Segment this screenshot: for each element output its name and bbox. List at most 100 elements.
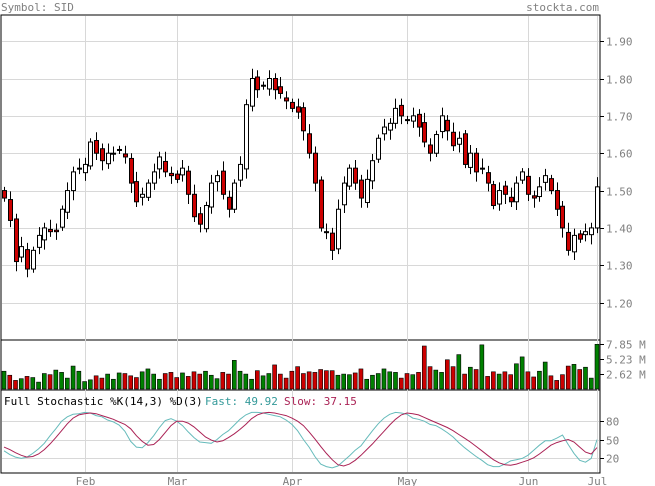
volume-bar (301, 373, 306, 390)
volume-bar (30, 377, 36, 390)
volume-bar (1, 370, 7, 390)
candle-body (486, 172, 491, 184)
volume-bar (128, 375, 133, 390)
candle-body (451, 131, 456, 147)
candle-body (169, 172, 174, 177)
candle-body (14, 218, 19, 263)
candle-body (232, 182, 237, 210)
volume-bar (398, 377, 404, 390)
candle-body (440, 115, 445, 133)
volume-bar (174, 377, 180, 390)
candle-body (8, 199, 13, 221)
brand-label: stockta.com (526, 1, 599, 14)
volume-bar (485, 376, 490, 390)
volume-bar (370, 374, 375, 390)
volume-bar (502, 371, 508, 390)
volume-bar (203, 370, 208, 390)
price-tick-label: 1.30 (606, 260, 633, 273)
volume-bar (220, 372, 226, 390)
candle-body (31, 249, 36, 270)
candle-body (37, 234, 42, 248)
volume-bar (306, 371, 312, 390)
volume-bar (347, 374, 352, 390)
candle-body (250, 78, 255, 107)
price-panel-frame (0, 14, 601, 341)
volume-bar (531, 376, 536, 390)
candle-body (106, 152, 111, 165)
candle-body (457, 137, 462, 145)
candle-body (88, 141, 93, 167)
volume-bar (243, 373, 249, 390)
candle-body (405, 119, 410, 122)
price-tick-label: 1.90 (606, 36, 633, 49)
volume-bar (352, 372, 358, 390)
candle-body (347, 167, 352, 187)
candle-body (71, 171, 76, 192)
candle-body (221, 170, 226, 195)
volume-series (1, 343, 600, 390)
candle-body (497, 190, 502, 205)
volume-bar (364, 378, 370, 390)
candle-body (330, 232, 335, 251)
price-tick-label: 1.80 (606, 74, 633, 87)
volume-bar (47, 374, 53, 390)
candle-body (555, 190, 560, 210)
candle-body (42, 227, 47, 241)
candle-body (509, 196, 514, 203)
volume-tick-label: 5.23 M (606, 354, 646, 367)
candle-body (238, 163, 243, 181)
candle-body (152, 171, 157, 184)
candle-body (278, 86, 283, 94)
candle-body (284, 97, 289, 102)
candle-body (209, 182, 214, 208)
candle-body (227, 196, 232, 210)
volume-bar (479, 344, 485, 390)
volume-bar (289, 370, 295, 390)
volume-bar (433, 369, 439, 390)
volume-bar (134, 377, 139, 390)
volume-bar (473, 369, 479, 390)
candle-body (353, 167, 358, 184)
candle-body (198, 213, 203, 225)
candle-body (273, 78, 278, 91)
volume-bar (548, 375, 554, 390)
candle-body (474, 152, 479, 173)
month-label: Feb (76, 475, 96, 486)
volume-bar (416, 372, 421, 390)
candle-body (422, 122, 427, 143)
volume-bar (554, 380, 559, 390)
month-label: Mar (168, 475, 188, 486)
candle-body (307, 133, 312, 154)
month-label: May (398, 475, 418, 486)
candle-body (549, 178, 554, 192)
candle-body (77, 167, 82, 170)
candle-body (134, 181, 139, 203)
candle-body (583, 231, 588, 236)
candle-body (411, 115, 416, 122)
candle-body (175, 173, 180, 180)
volume-bar (237, 370, 243, 390)
candle-body (560, 205, 565, 229)
volume-bar (70, 365, 76, 390)
month-label: Jul (588, 475, 608, 486)
volume-bar (450, 366, 456, 390)
volume-bar (105, 373, 110, 390)
volume-bar (88, 379, 93, 390)
volume-bar (65, 377, 70, 390)
candle-body (376, 137, 381, 160)
volume-bar (537, 370, 542, 390)
candle-body (129, 157, 134, 184)
volume-bar (387, 371, 393, 390)
volume-bar (439, 372, 444, 390)
volume-bar (404, 373, 410, 390)
candle-body (463, 133, 468, 165)
candle-body (365, 178, 370, 204)
volume-bar (168, 372, 174, 390)
candle-body (491, 184, 496, 207)
candle-body (417, 113, 422, 128)
volume-bar (381, 368, 387, 390)
volume-bar (260, 375, 266, 390)
candle-body (342, 182, 347, 206)
stochastic-y-axis: 80 50 20 (600, 416, 619, 466)
volume-bar (393, 372, 398, 390)
